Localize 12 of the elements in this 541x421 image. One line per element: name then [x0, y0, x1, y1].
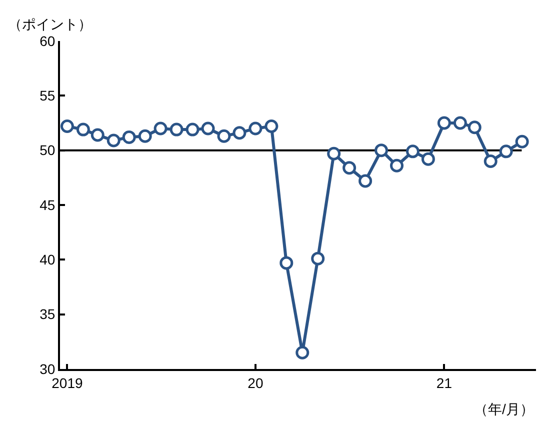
y-tick-label: 60 [40, 32, 56, 49]
x-axis-title: （年/月） [474, 401, 534, 417]
x-tick-label: 20 [248, 374, 264, 391]
x-tick-label: 2019 [52, 374, 83, 391]
y-tick-label: 35 [40, 306, 56, 322]
y-axis-title: （ポイント） [8, 16, 92, 32]
y-tick-label: 50 [40, 142, 56, 158]
y-tick-label: 40 [40, 252, 56, 268]
y-tick-label: 30 [40, 360, 56, 377]
y-tick-label: 55 [40, 88, 56, 104]
x-tick-label: 21 [436, 374, 452, 391]
y-tick-label: 45 [40, 196, 56, 213]
